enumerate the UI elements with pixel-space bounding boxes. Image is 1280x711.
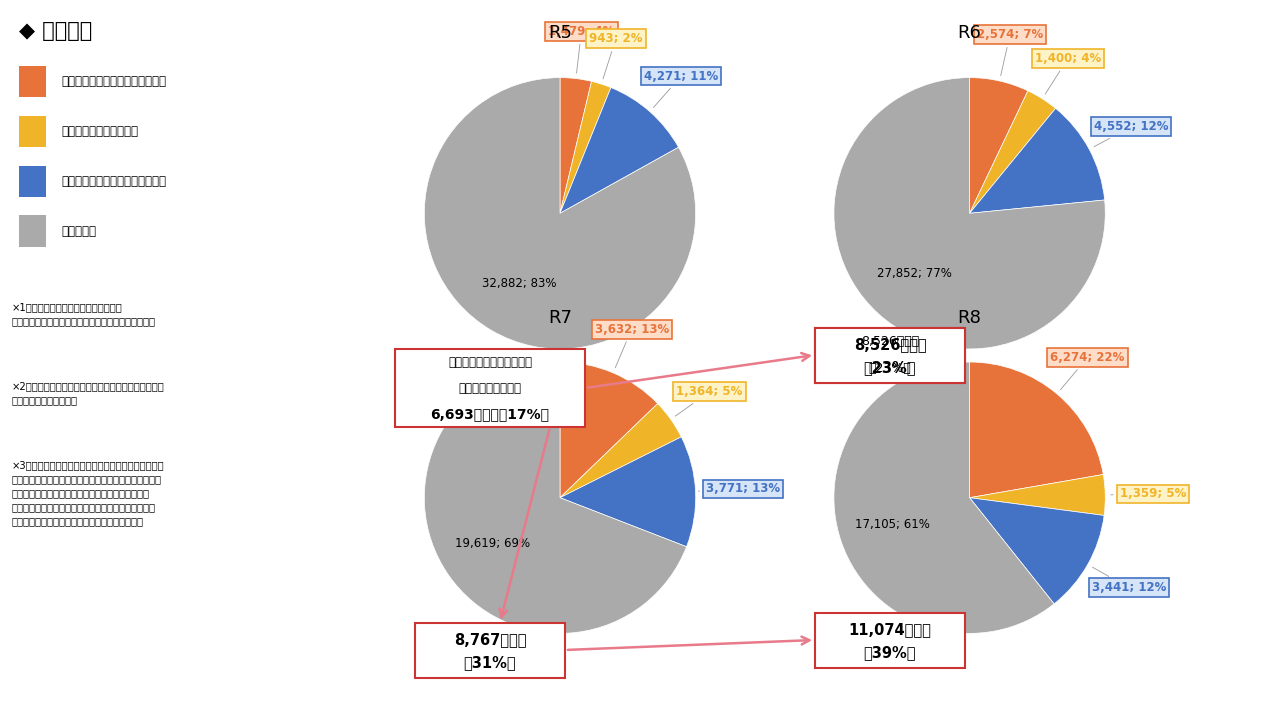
Text: ◆ 部活動数: ◆ 部活動数 [19, 21, 92, 41]
FancyBboxPatch shape [19, 166, 46, 197]
FancyBboxPatch shape [815, 328, 965, 383]
FancyBboxPatch shape [19, 215, 46, 247]
Wedge shape [970, 108, 1105, 213]
Wedge shape [969, 362, 1103, 498]
Wedge shape [835, 362, 1055, 634]
Text: 32,882; 83%: 32,882; 83% [481, 277, 556, 290]
Wedge shape [425, 362, 686, 634]
Text: 実施する部活動数：: 実施する部活動数： [458, 382, 521, 395]
FancyBboxPatch shape [815, 612, 965, 668]
Text: 4,271; 11%: 4,271; 11% [644, 70, 718, 107]
Text: （31%）: （31%） [463, 656, 516, 670]
FancyBboxPatch shape [415, 623, 564, 678]
Text: 11,074部活動: 11,074部活動 [849, 623, 932, 638]
Text: （23%）: （23%） [869, 362, 911, 375]
Text: ×1　各年度の地域移行の部活動数は、
　　前年度までに地域移行を完了した部活動数も含む: ×1 各年度の地域移行の部活動数は、 前年度までに地域移行を完了した部活動数も含… [12, 302, 156, 326]
FancyBboxPatch shape [19, 66, 46, 97]
FancyBboxPatch shape [396, 349, 585, 427]
Text: 地域移行（地域スポーツクラブ）: 地域移行（地域スポーツクラブ） [61, 75, 166, 88]
Title: R5: R5 [548, 24, 572, 42]
Wedge shape [559, 77, 591, 213]
Wedge shape [970, 498, 1105, 604]
Text: 1,359; 5%: 1,359; 5% [1111, 488, 1185, 501]
Text: 1,479; 4%: 1,479; 4% [548, 25, 614, 73]
Title: R7: R7 [548, 309, 572, 326]
Wedge shape [561, 404, 681, 498]
Text: 6,693部活動（17%）: 6,693部活動（17%） [430, 407, 549, 421]
Text: ×3　調査票では、令和５年度～令和８年度の他、地域
　　移行（地域スポーツクラブ）は「令和９年度以降」
　　「時期未定」、地域連携・学校部活動は「時期
　　未定: ×3 調査票では、令和５年度～令和８年度の他、地域 移行（地域スポーツクラブ）は… [12, 460, 164, 526]
Text: （39%）: （39%） [864, 646, 916, 661]
Text: 3,632; 13%: 3,632; 13% [594, 323, 668, 368]
Text: （23%）: （23%） [864, 360, 916, 375]
Title: R8: R8 [957, 309, 982, 326]
Text: 地域連携（部活動指導員の活用）: 地域連携（部活動指導員の活用） [61, 175, 166, 188]
Text: 19,619; 69%: 19,619; 69% [456, 538, 530, 550]
Text: 943; 2%: 943; 2% [589, 32, 643, 79]
Text: 17,105; 61%: 17,105; 61% [855, 518, 931, 531]
Text: 学校部活動: 学校部活動 [61, 225, 96, 237]
Text: 地域連携または地域移行を: 地域連携または地域移行を [448, 356, 532, 368]
Wedge shape [970, 474, 1105, 515]
Wedge shape [561, 81, 611, 213]
Wedge shape [561, 87, 678, 213]
Title: R6: R6 [957, 24, 982, 42]
Text: 8,526部活動: 8,526部活動 [861, 335, 919, 348]
Text: 1,400; 4%: 1,400; 4% [1034, 52, 1101, 94]
Text: 地域連携（合同部活動）: 地域連携（合同部活動） [61, 125, 138, 138]
Text: 6,274; 22%: 6,274; 22% [1051, 351, 1125, 390]
FancyBboxPatch shape [815, 328, 965, 383]
Wedge shape [970, 91, 1056, 213]
Wedge shape [425, 77, 695, 349]
Wedge shape [561, 437, 695, 547]
Wedge shape [559, 362, 658, 498]
Text: 3,771; 13%: 3,771; 13% [698, 483, 780, 496]
Text: 8,767部活動: 8,767部活動 [453, 633, 526, 648]
Text: 4,552; 12%: 4,552; 12% [1094, 120, 1169, 146]
Text: 2,574; 7%: 2,574; 7% [977, 28, 1043, 75]
Wedge shape [835, 77, 1105, 349]
Text: 8,526部活動: 8,526部活動 [854, 338, 927, 353]
Text: ×2　未定等により、年度ごとに回答率が異なるため、
　　合計値は一致しない: ×2 未定等により、年度ごとに回答率が異なるため、 合計値は一致しない [12, 381, 164, 405]
Text: 27,852; 77%: 27,852; 77% [878, 267, 952, 280]
Text: 1,364; 5%: 1,364; 5% [676, 385, 742, 416]
Wedge shape [969, 77, 1028, 213]
FancyBboxPatch shape [19, 116, 46, 147]
Text: 3,441; 12%: 3,441; 12% [1092, 567, 1166, 594]
